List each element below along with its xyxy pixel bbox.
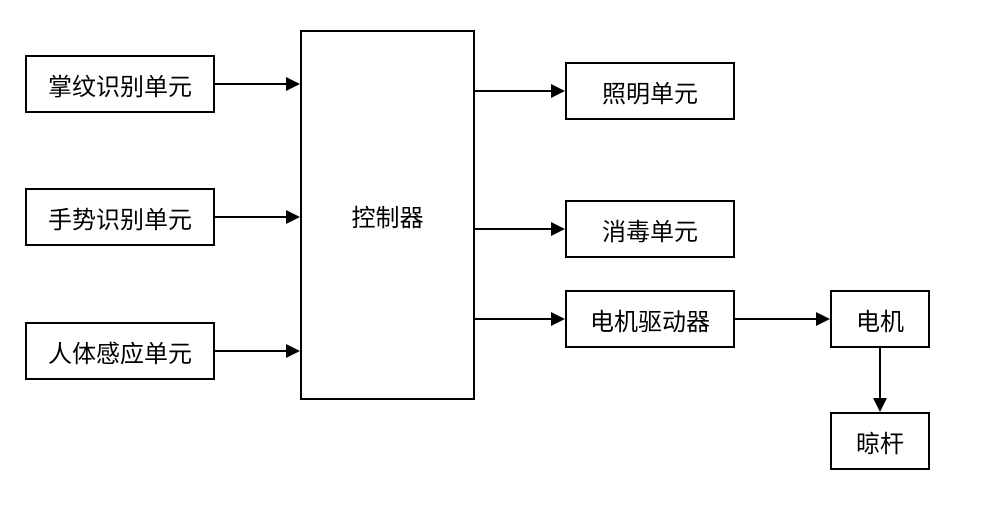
node-right2: 消毒单元 bbox=[565, 200, 735, 258]
edge-3-head bbox=[551, 84, 565, 98]
edge-0-head bbox=[286, 77, 300, 91]
node-left1: 掌纹识别单元 bbox=[25, 55, 215, 113]
edge-2-head bbox=[286, 344, 300, 358]
node-rod: 晾杆 bbox=[830, 412, 930, 470]
edge-7-head bbox=[873, 398, 887, 412]
edge-6-line bbox=[735, 318, 818, 320]
node-right3: 电机驱动器 bbox=[565, 290, 735, 348]
edge-6-head bbox=[816, 312, 830, 326]
node-label-left1: 掌纹识别单元 bbox=[48, 67, 192, 102]
node-label-motor: 电机 bbox=[856, 302, 904, 337]
node-motor: 电机 bbox=[830, 290, 930, 348]
node-label-left3: 人体感应单元 bbox=[48, 334, 192, 369]
edge-5-head bbox=[551, 312, 565, 326]
node-label-right1: 照明单元 bbox=[602, 74, 698, 109]
edge-1-line bbox=[215, 216, 288, 218]
node-label-left2: 手势识别单元 bbox=[48, 200, 192, 235]
node-left2: 手势识别单元 bbox=[25, 188, 215, 246]
edge-3-line bbox=[475, 90, 553, 92]
node-center: 控制器 bbox=[300, 30, 475, 400]
node-left3: 人体感应单元 bbox=[25, 322, 215, 380]
edge-1-head bbox=[286, 210, 300, 224]
edge-7-line bbox=[879, 348, 881, 400]
edge-4-line bbox=[475, 228, 553, 230]
edge-2-line bbox=[215, 350, 288, 352]
node-label-right3: 电机驱动器 bbox=[590, 302, 710, 337]
edge-0-line bbox=[215, 83, 288, 85]
edge-5-line bbox=[475, 318, 553, 320]
node-right1: 照明单元 bbox=[565, 62, 735, 120]
node-label-right2: 消毒单元 bbox=[602, 212, 698, 247]
diagram-canvas: 掌纹识别单元手势识别单元人体感应单元 控制器 照明单元消毒单元电机驱动器 电机晾杆 bbox=[0, 0, 1000, 517]
node-label-rod: 晾杆 bbox=[856, 424, 904, 459]
edge-4-head bbox=[551, 222, 565, 236]
node-label-center: 控制器 bbox=[352, 198, 424, 233]
